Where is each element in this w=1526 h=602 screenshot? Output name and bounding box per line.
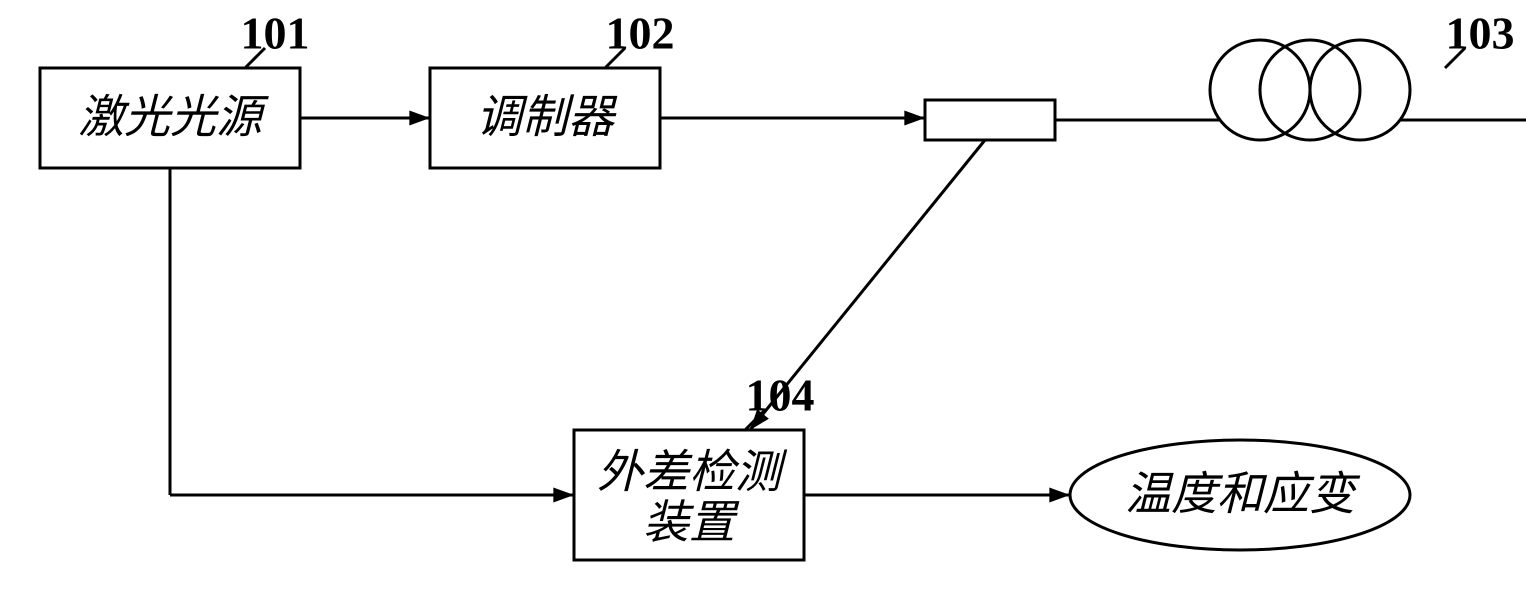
node-102-label: 调制器 — [476, 92, 618, 143]
ref-103-group: 103 — [1445, 8, 1515, 68]
arrowhead — [1049, 487, 1070, 502]
node-101-label: 激光光源 — [78, 92, 269, 143]
ref-101: 101 — [241, 8, 310, 59]
output-label: 温度和应变 — [1125, 469, 1361, 520]
node-102: 调制器 102 — [430, 8, 675, 168]
node-104-label-line2: 装置 — [643, 497, 740, 548]
node-101: 激光光源 101 — [40, 8, 310, 168]
arrowhead — [553, 487, 574, 502]
output-ellipse: 温度和应变 — [1070, 440, 1410, 550]
arrowhead — [409, 110, 430, 125]
node-104-label-line1: 外差检测 — [597, 446, 788, 497]
ref-103: 103 — [1446, 8, 1515, 59]
node-104: 外差检测 装置 104 — [574, 370, 815, 560]
coupler-rect — [925, 100, 1055, 140]
arrowhead — [904, 110, 925, 125]
ref-102: 102 — [606, 8, 675, 59]
edge — [750, 140, 985, 430]
